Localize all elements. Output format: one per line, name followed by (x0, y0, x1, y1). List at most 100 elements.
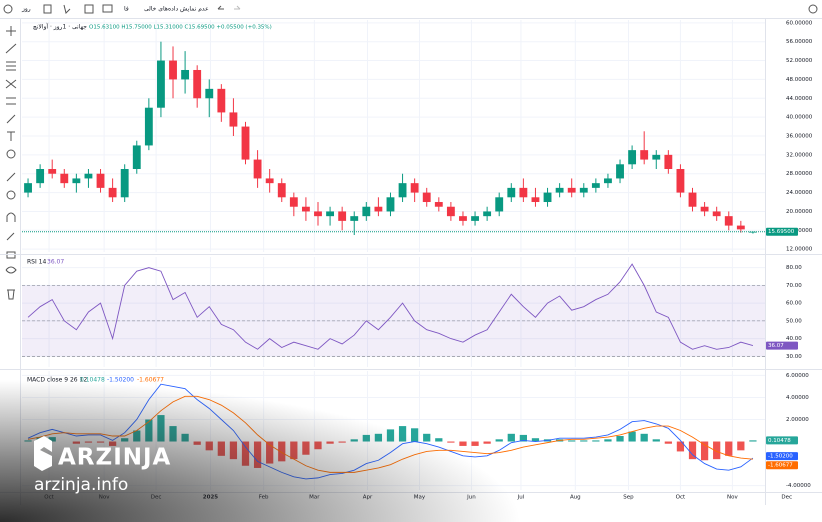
candle-body (72, 178, 81, 184)
candle-body (314, 211, 322, 217)
visibility-tool[interactable] (5, 266, 17, 274)
x-tick-label: Nov (727, 495, 738, 501)
histogram-bar (652, 439, 660, 442)
language-button[interactable]: فا (124, 6, 129, 13)
candle-body (338, 211, 347, 221)
candle-body (495, 197, 504, 212)
histogram-bar (664, 441, 672, 444)
rsi-title: RSI 14 (27, 259, 46, 266)
undo-button[interactable] (217, 5, 224, 10)
candle-body (169, 60, 177, 80)
candle-body (84, 173, 93, 179)
histogram-bar (628, 431, 636, 442)
candle-body (398, 183, 407, 198)
snapshot-button[interactable] (102, 4, 113, 13)
histogram-value-label: 0.10478 (768, 438, 791, 444)
candle-body (24, 183, 32, 193)
candle-body (253, 159, 262, 179)
candle-body (374, 206, 383, 212)
y-tick-label: 6.00000 (786, 373, 809, 379)
measure-tool[interactable] (6, 172, 16, 182)
last-price-label: 15.69500 (768, 229, 795, 235)
histogram-bar (592, 440, 600, 442)
candle-body (350, 216, 359, 221)
candle-body (120, 169, 129, 198)
x-tick-label: Oct (676, 495, 686, 501)
histogram-bar (604, 439, 612, 442)
indicators-button[interactable] (63, 4, 71, 14)
candle-body (543, 192, 552, 203)
candle-body (60, 173, 69, 184)
settings-button[interactable] (808, 4, 818, 14)
y-tick-label: 12.00000 (786, 247, 813, 253)
y-tick-label: 60.00 (786, 301, 802, 307)
empty-data-toggle[interactable]: عدم نمایش داده‌های خالی (144, 6, 209, 13)
brush-tool[interactable] (6, 114, 16, 124)
histogram-bar (713, 441, 721, 460)
histogram-bar (568, 440, 576, 442)
macd-value-label-box (766, 452, 798, 461)
histogram-bar (616, 436, 624, 442)
x-tick-label: Sep (623, 495, 634, 501)
histogram-bar (519, 434, 527, 442)
redo-button[interactable] (234, 5, 241, 10)
crosshair-tool[interactable] (6, 26, 16, 36)
macd-value-label: -1.50200 (768, 454, 793, 460)
watermark-brand: ARZINJA (58, 445, 171, 471)
remove-tool[interactable] (7, 289, 15, 300)
ohlc-legend: O15.63100 H15.75000 L15.31000 C15.69500 … (89, 25, 272, 31)
candle-body (205, 88, 214, 99)
candle-body (386, 197, 395, 212)
candle-body (519, 187, 528, 198)
chart-type-button[interactable] (43, 4, 52, 14)
candle-body (434, 202, 443, 207)
candle-body (736, 225, 745, 230)
candle-body (108, 187, 117, 198)
candle-body (724, 216, 733, 226)
fib-tool[interactable] (6, 61, 16, 71)
candle-body (700, 206, 709, 212)
y-tick-label: 2.00000 (786, 417, 809, 423)
candle-body (362, 206, 371, 217)
zoom-tool[interactable] (6, 190, 16, 200)
candle-body (229, 112, 238, 127)
signal-value-label-box (766, 461, 798, 470)
y-tick-label: 48.00000 (786, 77, 813, 83)
y-tick-label: 32.00000 (786, 152, 813, 158)
candle-body (157, 60, 165, 108)
candle-body (688, 192, 697, 207)
prediction-tool[interactable] (6, 97, 16, 105)
candle-body (422, 192, 431, 203)
pattern-tool[interactable] (5, 79, 17, 89)
histogram-bar (640, 433, 648, 442)
y-tick-label: 50.00 (786, 318, 802, 324)
y-tick-label: 24.00000 (786, 190, 813, 196)
candle-body (410, 183, 419, 193)
y-tick-label: 4.00000 (786, 395, 809, 401)
x-tick-label: Dec (781, 495, 792, 501)
candle-body (507, 187, 516, 198)
fullscreen-button[interactable] (84, 4, 94, 14)
candle-body (277, 183, 286, 198)
add-symbol-button[interactable] (3, 4, 13, 14)
trendline-tool[interactable] (5, 43, 17, 54)
magnet-tool[interactable] (6, 212, 16, 222)
text-tool[interactable] (7, 131, 15, 141)
candle-body (664, 154, 673, 170)
candle-body (628, 150, 637, 165)
rsi-value-label: 36.07 (768, 343, 784, 349)
lock-drawing-tool[interactable] (6, 232, 15, 241)
interval-button[interactable]: روز (21, 6, 31, 13)
y-tick-label: 80.00 (786, 265, 802, 271)
emoji-tool[interactable] (6, 149, 16, 159)
watermark-shade (0, 380, 520, 522)
candle-body (301, 206, 310, 212)
candle-body (96, 173, 105, 188)
histogram-bar (676, 441, 685, 452)
y-tick-label: 70.00 (786, 283, 802, 289)
candle-body (132, 145, 141, 170)
x-tick-label: Jul (517, 495, 525, 501)
candle-body (676, 169, 685, 193)
rsi-value-label-box (766, 341, 798, 350)
